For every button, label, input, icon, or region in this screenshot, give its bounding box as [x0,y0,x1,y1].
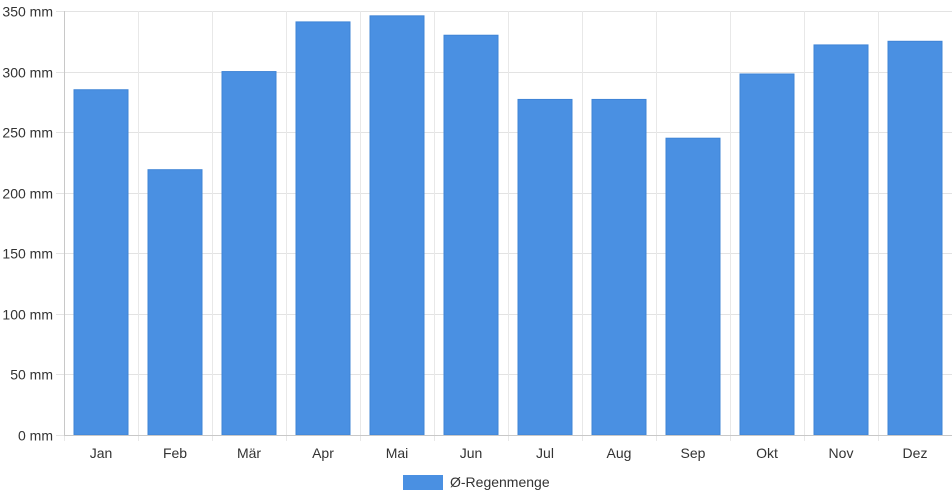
x-tick-label: Sep [681,445,706,461]
legend-swatch[interactable] [403,475,443,490]
x-tick-label: Nov [829,445,854,461]
bar-apr[interactable] [295,21,351,436]
x-tick-label: Mär [237,445,261,461]
y-tick-label: 300 mm [2,65,53,81]
bar-mär[interactable] [221,71,277,436]
x-tick-label: Okt [756,445,778,461]
bar-okt[interactable] [739,73,795,436]
x-tick-label: Jun [460,445,483,461]
bars-group [73,15,943,436]
bar-jul[interactable] [517,98,573,436]
x-tick-label: Aug [607,445,632,461]
bar-jan[interactable] [73,89,129,436]
y-tick-label: 150 mm [2,246,53,262]
bar-aug[interactable] [591,98,647,436]
x-tick-label: Dez [903,445,928,461]
y-tick-label: 350 mm [2,4,53,20]
bar-jun[interactable] [443,34,499,436]
y-tick-label: 0 mm [18,428,53,444]
bar-nov[interactable] [813,44,869,436]
bar-feb[interactable] [147,169,203,436]
legend-label[interactable]: Ø-Regenmenge [450,474,550,490]
x-axis: Jan Feb Mär Apr Mai Jun Jul Aug Sep Okt Nov Dez [64,435,952,461]
x-tick-label: Mai [386,445,409,461]
y-axis: 0 mm 50 mm 100 mm 150 mm 200 mm 250 mm 300 mm 3… [2,4,65,444]
y-tick-label: 250 mm [2,125,53,141]
legend[interactable]: Ø-Regenmenge [403,474,550,490]
bar-mai[interactable] [369,15,425,436]
bar-sep[interactable] [665,137,721,436]
x-tick-label: Feb [163,445,187,461]
x-tick-label: Jul [536,445,554,461]
y-tick-label: 100 mm [2,307,53,323]
x-tick-label: Jan [90,445,113,461]
y-tick-label: 50 mm [10,367,53,383]
grid-lines [56,11,952,441]
bar-dez[interactable] [887,40,943,436]
x-tick-label: Apr [312,445,334,461]
y-tick-label: 200 mm [2,186,53,202]
